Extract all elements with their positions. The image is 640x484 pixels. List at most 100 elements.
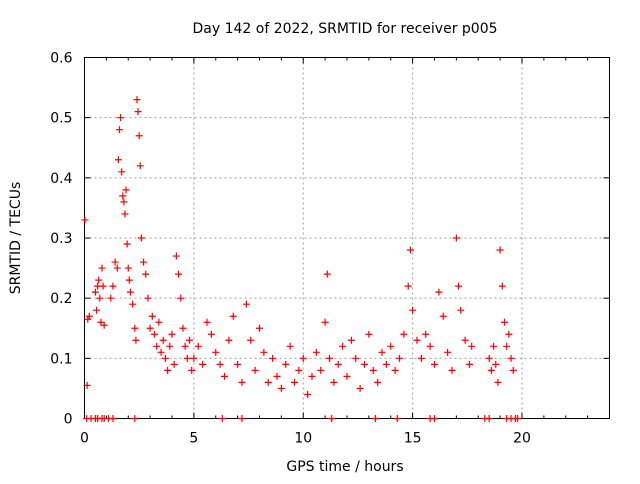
- data-point: [144, 294, 152, 302]
- data-point: [194, 342, 202, 350]
- data-point: [109, 415, 117, 422]
- data-point: [485, 415, 493, 422]
- data-point: [308, 372, 316, 380]
- data-point: [98, 264, 106, 272]
- data-point: [387, 342, 395, 350]
- data-point: [131, 324, 139, 332]
- y-tick-label: 0.3: [50, 231, 72, 247]
- data-point: [238, 415, 246, 422]
- data-point: [282, 360, 290, 368]
- data-point: [343, 372, 351, 380]
- data-point: [99, 282, 107, 290]
- data-points: [81, 96, 522, 422]
- data-point: [396, 354, 403, 362]
- data-point: [404, 282, 412, 290]
- data-point: [123, 240, 131, 248]
- data-point: [129, 300, 137, 308]
- data-point: [161, 354, 169, 362]
- data-point: [393, 415, 401, 422]
- y-tick-label: 0.5: [50, 111, 72, 127]
- data-point: [146, 324, 154, 332]
- data-point: [181, 342, 189, 350]
- data-point: [260, 348, 268, 356]
- data-point: [172, 252, 180, 260]
- data-point: [356, 384, 364, 392]
- data-point: [107, 294, 115, 302]
- data-point: [444, 348, 452, 356]
- data-point: [273, 372, 281, 380]
- data-point: [431, 415, 438, 422]
- data-point: [312, 348, 320, 356]
- data-point: [175, 270, 183, 278]
- data-point: [496, 246, 504, 254]
- data-point: [455, 282, 463, 290]
- data-point: [238, 378, 246, 386]
- data-point: [190, 354, 198, 362]
- data-point: [212, 348, 220, 356]
- data-point: [339, 342, 347, 350]
- data-point: [96, 294, 104, 302]
- data-point: [151, 330, 158, 338]
- y-axis-label: SRMTID / TECUs: [8, 182, 24, 295]
- data-point: [155, 318, 163, 326]
- data-point: [365, 330, 373, 338]
- y-ticks: 0 0.1 0.2 0.3 0.4 0.5 0.6: [50, 51, 610, 428]
- data-point: [457, 306, 465, 314]
- data-point: [509, 366, 517, 374]
- data-point: [498, 282, 506, 290]
- data-point: [452, 234, 460, 242]
- data-point: [133, 96, 141, 104]
- data-point: [188, 366, 196, 374]
- data-point: [120, 198, 128, 206]
- grid-lines: [84, 57, 610, 419]
- data-point: [131, 415, 139, 422]
- data-point: [242, 300, 250, 308]
- x-tick-label: 20: [513, 431, 531, 447]
- y-tick-label: 0: [64, 412, 73, 428]
- data-point: [328, 415, 336, 422]
- data-point: [234, 360, 242, 368]
- data-point: [100, 321, 108, 329]
- data-point: [361, 360, 368, 368]
- data-point: [448, 366, 456, 374]
- data-point: [347, 336, 355, 344]
- data-point: [157, 348, 165, 356]
- data-point: [247, 336, 255, 344]
- data-point: [507, 354, 515, 362]
- data-point: [114, 156, 122, 164]
- data-point: [109, 282, 117, 290]
- data-point: [514, 415, 522, 422]
- data-point: [501, 318, 508, 326]
- data-point: [461, 336, 469, 344]
- data-point: [256, 324, 263, 332]
- y-tick-label: 0.1: [50, 351, 72, 367]
- data-point: [97, 318, 105, 326]
- data-point: [291, 378, 298, 386]
- data-point: [95, 276, 103, 284]
- data-point: [119, 192, 127, 200]
- data-point: [317, 366, 325, 374]
- data-point: [426, 342, 434, 350]
- data-point: [422, 330, 430, 338]
- data-point: [304, 390, 312, 398]
- data-point: [369, 366, 377, 374]
- data-point: [125, 276, 133, 284]
- data-point: [137, 234, 145, 242]
- data-point: [132, 336, 140, 344]
- data-point: [183, 354, 191, 362]
- x-tick-label: 15: [404, 431, 422, 447]
- data-point: [503, 342, 511, 350]
- data-point: [468, 342, 476, 350]
- data-point: [413, 336, 421, 344]
- data-point: [326, 354, 333, 362]
- y-tick-label: 0.2: [50, 291, 72, 307]
- data-point: [352, 354, 360, 362]
- data-point: [122, 186, 130, 194]
- data-point: [400, 330, 408, 338]
- data-point: [118, 168, 126, 176]
- data-point: [225, 336, 233, 344]
- data-point: [218, 415, 226, 422]
- data-point: [269, 354, 277, 362]
- data-point: [321, 318, 329, 326]
- data-point: [286, 342, 294, 350]
